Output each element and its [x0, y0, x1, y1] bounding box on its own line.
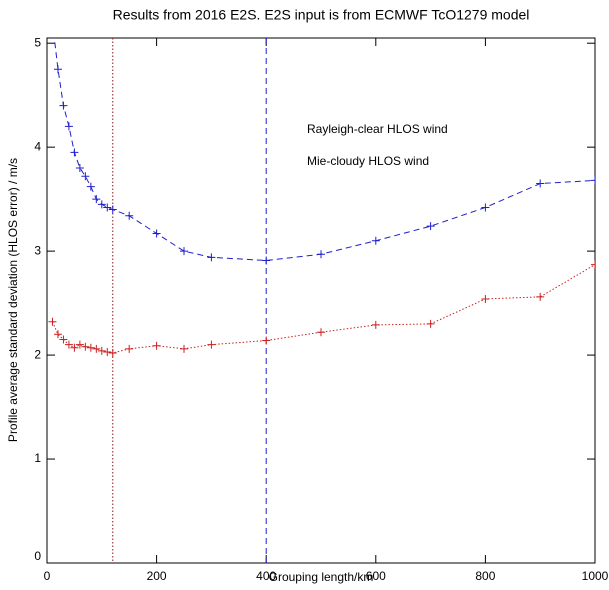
plot-frame [46, 37, 596, 564]
point-marker [48, 317, 57, 326]
point-marker [152, 341, 161, 350]
point-marker [125, 344, 134, 353]
point-marker [481, 203, 490, 212]
point-marker [64, 122, 73, 131]
x-tick-label: 200 [147, 569, 167, 583]
y-tick-label: 4 [34, 139, 41, 153]
series-line [53, 38, 595, 261]
y-tick-label: 2 [34, 347, 41, 361]
point-marker [207, 340, 216, 349]
point-marker [125, 211, 134, 220]
point-marker [103, 203, 112, 212]
plot-area [48, 18, 595, 563]
chart-title: Results from 2016 E2S. E2S input is from… [113, 7, 530, 23]
point-marker [86, 182, 95, 191]
point-marker [53, 330, 62, 339]
point-marker [97, 346, 106, 355]
point-marker [591, 176, 595, 185]
point-marker [262, 256, 271, 265]
y-tick-label: 5 [34, 35, 41, 49]
point-marker [180, 344, 188, 353]
x-tick-label: 800 [475, 569, 495, 583]
point-marker [92, 195, 101, 204]
point-marker [48, 18, 56, 26]
point-marker [64, 340, 73, 349]
point-marker [97, 200, 106, 209]
point-marker [317, 328, 325, 337]
point-marker [59, 101, 68, 110]
x-tick-label: 0 [44, 569, 51, 583]
point-marker [70, 148, 79, 157]
point-marker [262, 336, 271, 345]
point-marker [426, 222, 435, 231]
x-tick-label: 400 [256, 569, 276, 583]
point-marker [536, 292, 545, 301]
x-tick-label: 1000 [582, 569, 609, 583]
legend-label: Rayleigh-clear HLOS wind [307, 122, 448, 136]
point-marker [207, 253, 216, 262]
point-marker [108, 349, 117, 357]
point-marker [371, 320, 380, 329]
point-marker [591, 260, 595, 269]
point-marker [92, 344, 101, 353]
legend-label: Mie-cloudy HLOS wind [307, 154, 429, 168]
point-marker [108, 205, 117, 214]
point-marker [317, 250, 325, 259]
y-tick-label: 3 [34, 243, 41, 257]
point-marker [53, 65, 62, 74]
point-marker [536, 179, 545, 188]
point-marker [75, 340, 84, 349]
point-marker [59, 335, 68, 344]
point-marker [103, 347, 112, 356]
point-marker [70, 343, 79, 352]
point-marker [75, 163, 84, 172]
point-marker [81, 172, 90, 181]
point-marker [152, 229, 161, 238]
y-axis-label: Profile average standard deviation (HLOS… [6, 158, 20, 442]
point-marker [81, 342, 90, 351]
series-line [52, 264, 595, 354]
point-marker [180, 247, 188, 256]
point-marker [481, 294, 490, 303]
point-marker [86, 343, 95, 352]
point-marker [371, 236, 380, 245]
y-tick-label: 1 [34, 451, 41, 465]
point-marker [426, 319, 435, 328]
x-tick-label: 600 [366, 569, 386, 583]
x-axis-label: Grouping length/km [269, 570, 374, 584]
y-tick-label: 0 [34, 549, 41, 563]
